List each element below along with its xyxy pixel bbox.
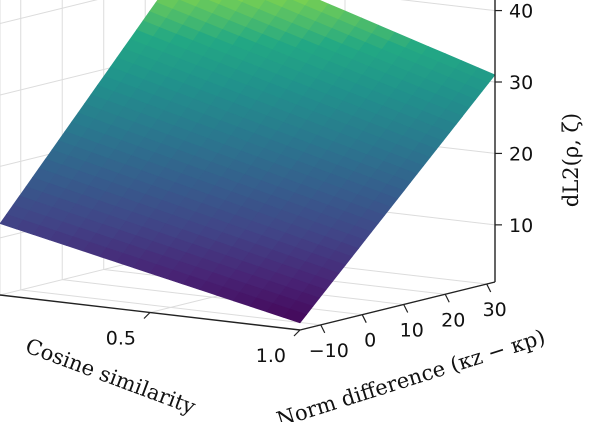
z-tick-label: 40 (509, 1, 533, 23)
y-tick-label: 10 (400, 319, 424, 341)
y-tick (486, 283, 492, 293)
y-tick (361, 314, 367, 323)
y-axis-line (299, 281, 496, 331)
y-tick-label: 30 (483, 299, 507, 321)
z-axis-label: dL2(ρ, ζ) (559, 113, 583, 207)
surface-patch (282, 308, 307, 324)
y-tick (403, 304, 409, 313)
x-tick-label: 1.0 (256, 345, 286, 367)
y-tick (320, 324, 326, 334)
z-tick-label: 10 (509, 215, 533, 237)
y-tick-label: 0 (364, 330, 376, 352)
z-tick-label: 20 (509, 143, 533, 165)
x-tick-label: 0.5 (106, 328, 136, 350)
surface-plot (0, 0, 496, 324)
y-tick (444, 293, 450, 303)
y-tick-label: 20 (441, 309, 465, 331)
x-tick (143, 312, 151, 319)
y-tick-label: −10 (309, 340, 349, 362)
z-tick-label: 30 (509, 72, 533, 94)
x-tick (293, 329, 301, 337)
